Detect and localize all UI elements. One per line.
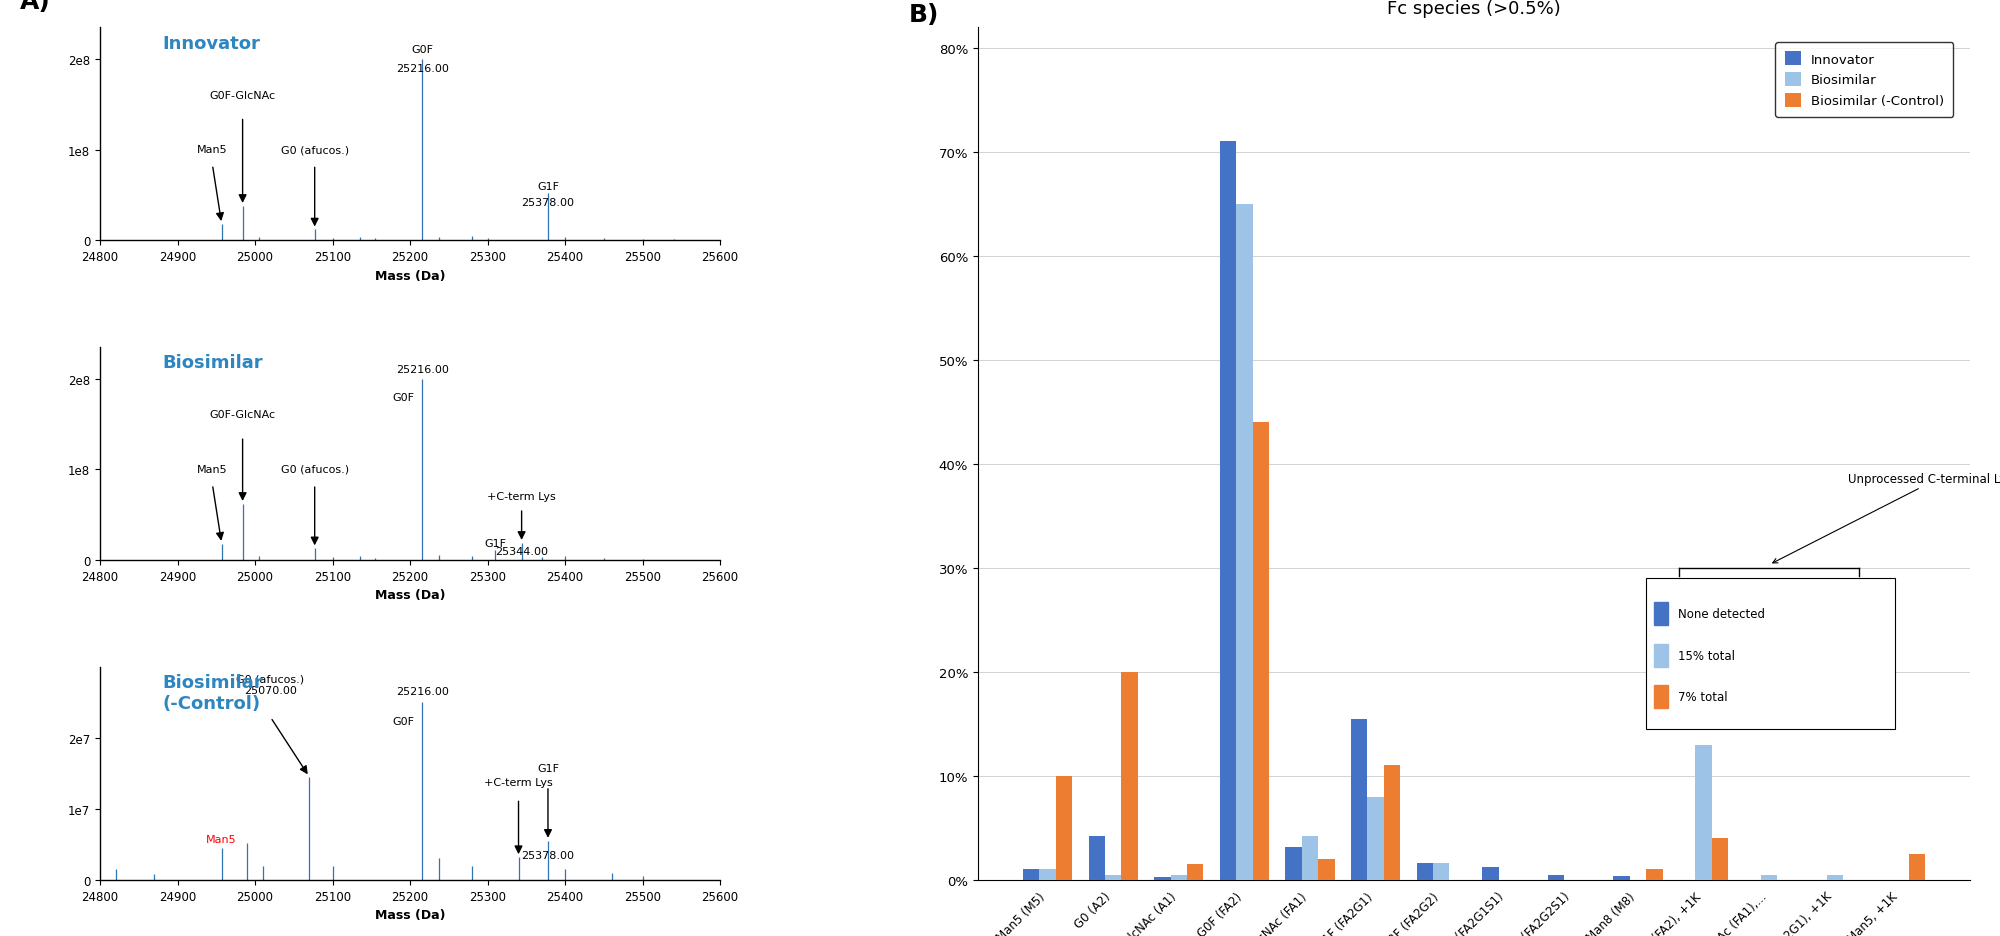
Text: G0F-GlcNAc: G0F-GlcNAc: [210, 91, 276, 100]
X-axis label: Mass (Da): Mass (Da): [374, 270, 446, 283]
Bar: [1170, 874, 1188, 880]
Text: None detected: None detected: [1678, 607, 1766, 621]
Text: G0 (afucos.)
25070.00: G0 (afucos.) 25070.00: [236, 674, 304, 695]
Text: 25378.00: 25378.00: [522, 197, 574, 208]
Text: G0F-GlcNAc: G0F-GlcNAc: [210, 410, 276, 420]
Bar: [1614, 876, 1630, 880]
X-axis label: Mass (Da): Mass (Da): [374, 589, 446, 602]
Bar: [1654, 644, 1668, 666]
Bar: [1056, 776, 1072, 880]
Bar: [1416, 863, 1432, 880]
Bar: [1760, 874, 1778, 880]
Text: Man5: Man5: [198, 145, 228, 155]
Text: G0F: G0F: [392, 717, 414, 726]
Text: +C-term Lys: +C-term Lys: [488, 491, 556, 502]
Bar: [1236, 205, 1252, 880]
Bar: [1712, 839, 1728, 880]
Text: G1F: G1F: [484, 538, 506, 548]
Text: 25216.00: 25216.00: [396, 365, 448, 374]
Text: 7% total: 7% total: [1678, 691, 1728, 704]
Text: G0 (afucos.): G0 (afucos.): [280, 145, 348, 155]
Legend: Innovator, Biosimilar, Biosimilar (-Control): Innovator, Biosimilar, Biosimilar (-Cont…: [1776, 43, 1954, 117]
Text: Man5: Man5: [206, 834, 236, 844]
Bar: [1106, 874, 1122, 880]
Bar: [1024, 870, 1040, 880]
Text: Innovator: Innovator: [162, 35, 260, 52]
Bar: [1302, 836, 1318, 880]
Text: G0F: G0F: [412, 45, 434, 55]
Text: +C-term Lys: +C-term Lys: [484, 778, 552, 787]
Text: G1F: G1F: [536, 183, 558, 192]
Text: A): A): [20, 0, 50, 14]
FancyBboxPatch shape: [1646, 578, 1896, 729]
Bar: [1318, 859, 1334, 880]
Bar: [1040, 870, 1056, 880]
Text: 25378.00: 25378.00: [522, 850, 574, 860]
Text: G1F: G1F: [536, 764, 558, 773]
Bar: [1088, 836, 1106, 880]
Bar: [1286, 846, 1302, 880]
Bar: [1646, 870, 1662, 880]
Text: Unprocessed C-terminal Lysine: Unprocessed C-terminal Lysine: [1772, 472, 2000, 563]
Bar: [1154, 877, 1170, 880]
Bar: [1432, 863, 1450, 880]
Bar: [1122, 672, 1138, 880]
Bar: [1220, 142, 1236, 880]
Bar: [1384, 766, 1400, 880]
Text: B): B): [908, 3, 938, 26]
Text: 25216.00: 25216.00: [396, 65, 448, 74]
Text: 15% total: 15% total: [1678, 649, 1736, 662]
Text: G0 (afucos.): G0 (afucos.): [280, 464, 348, 475]
Bar: [1252, 423, 1270, 880]
Text: G0F: G0F: [392, 393, 414, 402]
Bar: [1908, 854, 1924, 880]
Text: 25344.00: 25344.00: [496, 547, 548, 556]
Title: Innovator vs biosimilar:
Fc species (>0.5%): Innovator vs biosimilar: Fc species (>0.…: [1368, 0, 1580, 18]
Bar: [1350, 719, 1368, 880]
Bar: [1654, 603, 1668, 625]
Text: Man5: Man5: [198, 464, 228, 475]
Text: Biosimilar: Biosimilar: [162, 354, 262, 372]
Text: 25216.00: 25216.00: [396, 687, 448, 696]
Text: Biosimilar
(-Control): Biosimilar (-Control): [162, 673, 262, 712]
Bar: [1368, 797, 1384, 880]
Bar: [1548, 874, 1564, 880]
Bar: [1654, 685, 1668, 709]
Bar: [1826, 874, 1842, 880]
Bar: [1188, 864, 1204, 880]
Bar: [1482, 868, 1498, 880]
X-axis label: Mass (Da): Mass (Da): [374, 908, 446, 921]
Bar: [1696, 745, 1712, 880]
